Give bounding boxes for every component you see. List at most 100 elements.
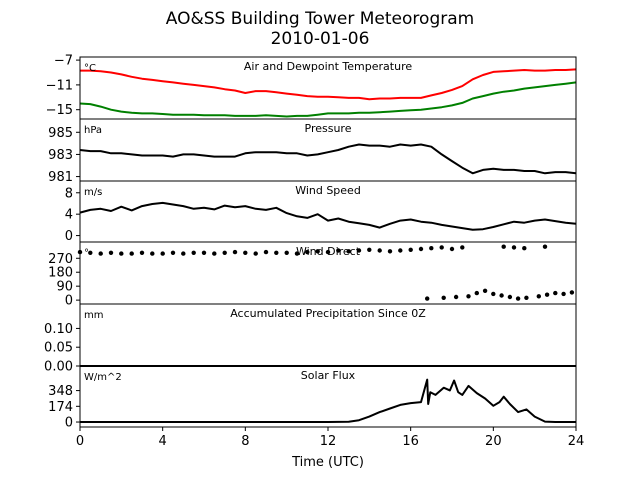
data-point: [356, 248, 362, 253]
data-point: [222, 250, 227, 255]
panel-title: Solar Flux: [301, 369, 356, 382]
data-point: [119, 251, 124, 256]
x-axis: 0 4 8 12 16 20 24: [76, 427, 584, 449]
data-point: [181, 251, 186, 256]
panel-3: 8 4 0 m/s Wind Speed: [65, 180, 577, 244]
y-tick-label: 90: [56, 280, 73, 295]
data-point: [243, 250, 248, 255]
x-tick-label: 16: [402, 434, 419, 449]
data-point: [212, 251, 217, 256]
y-tick-label: −11: [46, 78, 73, 93]
y-tick-label: 0.10: [44, 322, 73, 337]
figure-subtitle: 2010-01-06: [271, 29, 370, 49]
data-point: [232, 249, 238, 255]
panels: −7 −11 −15 °C Air and Dewpoint Temperature 98…: [44, 54, 577, 431]
unit-label: °C: [84, 63, 96, 74]
series-line: [79, 81, 577, 118]
x-tick-label: 4: [159, 434, 167, 449]
data-point: [398, 248, 403, 253]
data-point: [201, 250, 207, 255]
data-point: [561, 291, 566, 297]
data-point: [98, 251, 103, 256]
data-point: [474, 290, 479, 296]
data-point: [336, 248, 341, 253]
data-point: [88, 250, 93, 255]
panel-title: Accumulated Precipitation Since 0Z: [230, 307, 426, 320]
series-line: [80, 68, 577, 101]
series-line: [80, 378, 576, 423]
data-point: [482, 288, 488, 293]
data-point: [544, 292, 550, 297]
series-line: [79, 143, 577, 175]
data-point: [522, 246, 527, 251]
data-point: [542, 244, 548, 249]
unit-label: mm: [84, 310, 103, 321]
y-tick-label: 270: [48, 252, 73, 267]
x-tick-label: 20: [485, 434, 502, 449]
data-point: [139, 250, 145, 255]
data-point: [449, 246, 455, 252]
panel-1: −7 −11 −15 °C Air and Dewpoint Temperature: [46, 54, 577, 120]
data-point: [305, 249, 310, 255]
data-point: [499, 293, 504, 298]
data-point: [466, 294, 471, 299]
y-tick-label: 0.05: [44, 341, 73, 356]
data-point: [274, 250, 279, 255]
panel-title: Wind Speed: [295, 184, 361, 197]
unit-label: m/s: [84, 187, 102, 198]
data-point: [441, 295, 446, 300]
unit-label: °: [84, 248, 89, 259]
y-tick-label: 180: [48, 266, 73, 281]
panel-title: Wind Direct: [296, 245, 361, 258]
data-point: [425, 296, 430, 301]
y-tick-label: 8: [65, 186, 73, 201]
y-tick-label: 0.00: [44, 360, 73, 375]
y-tick-label: 983: [48, 148, 73, 163]
data-point: [569, 290, 575, 295]
data-point: [408, 247, 413, 252]
series-line: [79, 201, 577, 231]
unit-label: hPa: [84, 125, 102, 136]
data-point: [418, 246, 424, 252]
x-tick-label: 24: [568, 434, 585, 449]
figure-title: AO&SS Building Tower Meteorogram: [166, 9, 474, 29]
data-point: [387, 249, 393, 254]
data-point: [346, 249, 351, 254]
y-tick-label: 985: [48, 126, 73, 141]
data-point: [491, 291, 496, 297]
data-point: [253, 251, 258, 256]
panel-5: 0.10 0.05 0.00 mm Accumulated Precipitation …: [44, 303, 577, 375]
data-point: [453, 294, 459, 300]
data-point: [263, 249, 269, 255]
data-point: [553, 290, 558, 296]
data-point: [191, 250, 196, 255]
y-tick-label: 0: [65, 229, 73, 244]
y-tick-label: 4: [65, 208, 73, 223]
data-point: [367, 247, 372, 252]
data-point: [325, 249, 331, 255]
data-point: [150, 251, 155, 256]
data-point: [170, 250, 176, 255]
data-point: [501, 244, 506, 249]
y-tick-label: 348: [48, 384, 73, 399]
data-point: [515, 296, 521, 301]
data-point: [507, 294, 513, 300]
data-point: [284, 250, 289, 255]
panel-title: Air and Dewpoint Temperature: [244, 60, 412, 73]
data-point: [429, 246, 434, 251]
unit-label: W/m^2: [84, 372, 122, 383]
panel-2: 985 983 981 hPa Pressure: [48, 118, 577, 185]
data-point: [160, 251, 165, 256]
x-tick-label: 12: [320, 434, 337, 449]
data-point: [536, 294, 541, 299]
panel-title: Pressure: [305, 122, 352, 135]
y-tick-label: −15: [46, 103, 73, 118]
data-point: [315, 249, 320, 254]
data-point: [524, 295, 529, 300]
data-point: [511, 245, 517, 250]
x-tick-label: 0: [76, 434, 84, 449]
data-point: [294, 251, 300, 256]
data-point: [460, 245, 465, 250]
x-axis-label: Time (UTC): [291, 455, 364, 470]
